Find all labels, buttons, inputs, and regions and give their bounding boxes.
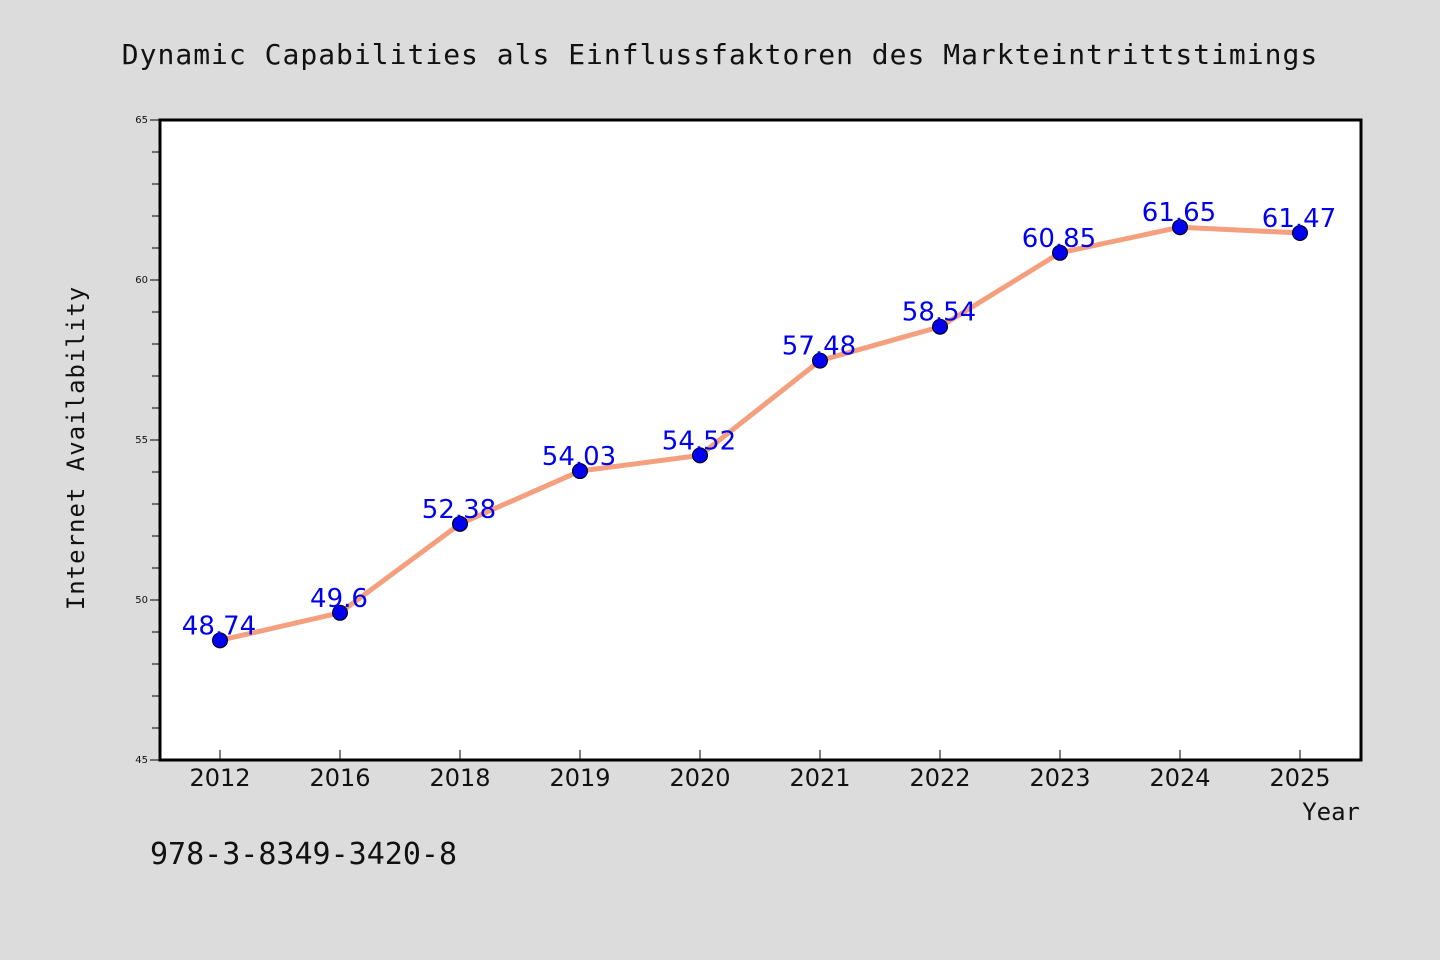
data-label: 48.74: [182, 611, 256, 641]
x-tick-label: 2025: [1269, 764, 1330, 792]
data-point: [812, 352, 828, 369]
x-tick-label: 2020: [669, 764, 730, 792]
y-tick-label: 45: [135, 755, 148, 766]
data-point: [692, 447, 708, 464]
data-label: 61.65: [1142, 198, 1216, 228]
y-tick-label: 65: [135, 115, 148, 126]
y-tick-label: 50: [135, 595, 148, 606]
chart-title: Dynamic Capabilities als Einflussfaktore…: [122, 38, 1318, 71]
x-tick-label: 2021: [789, 764, 850, 792]
y-axis-label: Internet Availability: [62, 286, 90, 610]
x-axis-label: Year: [1302, 798, 1360, 826]
data-point: [1292, 224, 1308, 241]
data-point: [1052, 244, 1068, 261]
x-tick-label: 2024: [1149, 764, 1210, 792]
x-tick-label: 2023: [1029, 764, 1090, 792]
data-label: 58.54: [902, 298, 976, 328]
data-label: 60.85: [1022, 224, 1096, 254]
data-point: [572, 463, 588, 480]
plot-area: [158, 118, 1363, 762]
data-label: 57.48: [782, 332, 856, 362]
y-tick-label: 55: [135, 435, 148, 446]
x-tick-label: 2018: [429, 764, 490, 792]
x-axis: 2012 2016 2018 2019 2020 2021 2022 2023 2024 2025: [189, 750, 1331, 792]
data-point: [932, 318, 948, 335]
series-line: [217, 224, 1303, 643]
x-tick-label: 2022: [909, 764, 970, 792]
data-point: [332, 604, 348, 621]
data-label: 54.03: [542, 442, 616, 472]
data-label: 61.47: [1262, 204, 1336, 234]
data-label: 52.38: [422, 495, 496, 525]
data-point: [452, 515, 468, 532]
series-layer: 48.74 49.6 52.38 54.03 54.52 57.48 58.54 60.85 6…: [182, 198, 1336, 649]
data-label: 54.52: [662, 426, 736, 456]
x-tick-label: 2016: [309, 764, 370, 792]
x-tick-label: 2012: [189, 764, 250, 792]
y-tick-label: 60: [135, 275, 148, 286]
data-point: [1172, 219, 1188, 236]
isbn-text: 978-3-8349-3420-8: [150, 837, 457, 872]
y-axis: 45 50 55 60 65: [135, 115, 160, 766]
data-point: [212, 632, 228, 649]
data-label: 49.6: [310, 584, 368, 614]
x-tick-label: 2019: [549, 764, 610, 792]
